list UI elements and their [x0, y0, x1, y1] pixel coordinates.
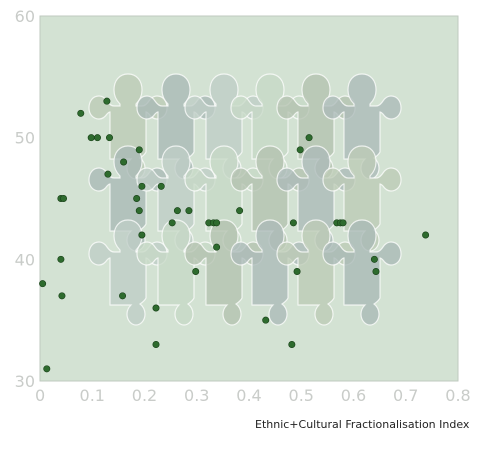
- data-point: [119, 292, 127, 300]
- data-point: [370, 255, 378, 263]
- data-point: [133, 195, 141, 203]
- x-tick-label: 0.3: [184, 386, 209, 405]
- x-tick-label: 0.1: [80, 386, 105, 405]
- data-point: [58, 292, 66, 300]
- data-point: [103, 97, 111, 105]
- puzzle-figure: [322, 145, 402, 252]
- data-point: [157, 182, 165, 190]
- data-point: [192, 267, 200, 275]
- data-point: [152, 304, 160, 312]
- data-point: [77, 109, 85, 117]
- data-point: [339, 219, 347, 227]
- data-point: [173, 207, 181, 215]
- data-point: [93, 134, 101, 142]
- puzzle-decoration: [88, 73, 402, 326]
- x-tick-label: 0.4: [236, 386, 261, 405]
- data-point: [60, 195, 68, 203]
- data-point: [288, 340, 296, 348]
- data-point: [305, 134, 313, 142]
- data-point: [236, 207, 244, 215]
- data-point: [289, 219, 297, 227]
- y-tick-label: 30: [15, 372, 35, 391]
- data-point: [213, 243, 221, 251]
- puzzle-figure: [230, 219, 310, 326]
- x-tick-label: 0: [35, 386, 45, 405]
- puzzle-figure: [322, 73, 402, 180]
- data-point: [135, 207, 143, 215]
- data-point: [262, 316, 270, 324]
- data-point: [213, 219, 221, 227]
- puzzle-figure: [184, 219, 264, 326]
- data-point: [296, 146, 304, 154]
- y-tick-label: 60: [15, 7, 35, 26]
- data-point: [372, 267, 380, 275]
- data-point: [293, 267, 301, 275]
- data-point: [43, 365, 51, 373]
- data-point: [120, 158, 128, 166]
- data-point: [152, 340, 160, 348]
- plot-area: [39, 15, 459, 382]
- x-tick-label: 0.8: [445, 386, 470, 405]
- data-point: [87, 134, 95, 142]
- y-tick-label: 40: [15, 250, 35, 269]
- data-points: [39, 97, 430, 373]
- x-axis-label: Ethnic+Cultural Fractionalisation Index: [255, 418, 470, 431]
- data-point: [39, 280, 47, 288]
- data-point: [138, 231, 146, 239]
- puzzle-figure: [322, 219, 402, 326]
- data-point: [105, 134, 113, 142]
- axis-ticks: 0 0.1 0.2 0.3 0.4 0.5 0.6 0.7 0.8 30 40 50 60: [15, 7, 471, 405]
- data-point: [104, 170, 112, 178]
- data-point: [135, 146, 143, 154]
- data-point: [57, 255, 65, 263]
- x-tick-label: 0.6: [341, 386, 366, 405]
- puzzle-figure: [276, 219, 356, 326]
- data-point: [168, 219, 176, 227]
- x-tick-label: 0.5: [289, 386, 314, 405]
- data-point: [185, 207, 193, 215]
- x-tick-label: 0.2: [132, 386, 157, 405]
- x-tick-label: 0.7: [393, 386, 418, 405]
- data-point: [138, 182, 146, 190]
- y-tick-label: 50: [15, 129, 35, 148]
- data-point: [422, 231, 430, 239]
